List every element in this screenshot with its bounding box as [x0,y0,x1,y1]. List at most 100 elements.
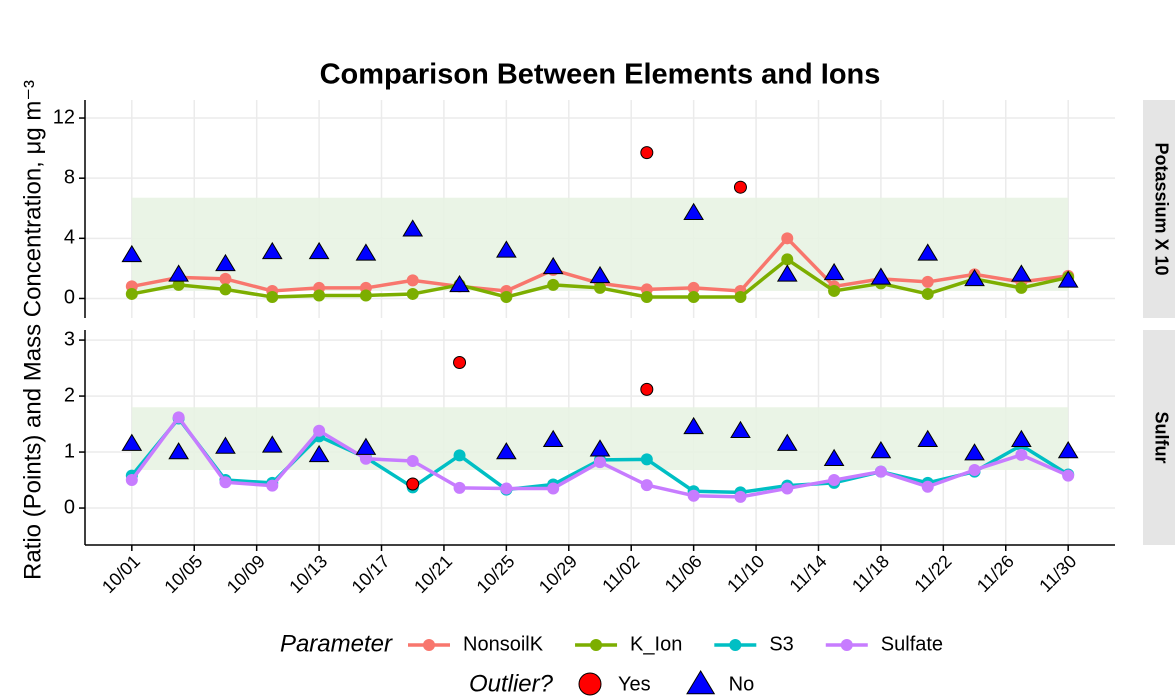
legend-point [578,672,602,696]
chart-title: Comparison Between Elements and Ions [320,59,881,91]
series-point [734,290,747,303]
y-tick-label: 8 [64,166,75,188]
series-point [406,274,419,287]
legend-title: Outlier? [469,670,554,697]
series-point [500,290,513,303]
y-tick-label: 0 [64,287,75,309]
ratio-point [776,264,798,282]
ratio-point [355,243,377,261]
series-point [219,283,232,296]
series-point [921,275,934,288]
series-point [500,482,513,495]
facet-label: Sulfur [1151,412,1171,464]
series-point [921,480,934,493]
ratio-point [589,439,611,457]
series-point [219,272,232,285]
series-point [453,481,466,494]
ratio-point [1057,270,1079,288]
y-tick-label: 1 [64,440,75,462]
series-point [547,482,560,495]
legend-label: S3 [769,633,793,655]
ratio-point [823,262,845,281]
ratio-point [121,244,143,263]
y-tick-label: 2 [64,384,75,406]
y-axis-title: Ratio (Points) and Mass Concentration, μ… [19,80,46,580]
facet-strip [1143,330,1175,545]
series-point [734,490,747,503]
series-point [219,476,232,489]
ratio-point [261,435,283,453]
ratio-point [683,202,704,221]
ratio-point [402,219,424,237]
ratio-point [917,243,939,261]
series-point [1062,469,1075,482]
ratio-point [449,274,470,293]
legend-label: NonsoilK [463,633,544,655]
legend-point [840,639,853,651]
series-point [125,287,138,300]
series-point [406,287,419,300]
legend-point [686,670,716,695]
series-point [406,455,419,468]
ratio-point [542,429,564,447]
series-point [828,284,841,297]
legend-label: Yes [618,673,651,695]
series-point [172,278,185,291]
series-point [172,411,185,424]
series-point [125,474,138,487]
ratio-point [261,241,283,260]
series-point [921,287,934,300]
series-point [594,456,606,469]
ratio-point [640,146,654,160]
y-tick-label: 0 [64,496,75,518]
ratio-point [168,264,189,282]
ratio-point [496,442,517,460]
legend-label: No [729,673,755,695]
series-point [687,290,700,303]
ratio-point [870,440,892,459]
facet-label: Potassium X 10 [1151,142,1171,275]
ratio-point [640,382,654,396]
ratio-point [823,448,845,467]
ratio-point [964,443,985,461]
y-tick-label: 3 [64,328,75,350]
series-point [1015,448,1028,461]
series-point [594,281,606,294]
ratio-point [733,180,747,194]
series-point [781,232,794,245]
ratio-point [215,253,236,272]
legend-title: Parameter [280,630,393,657]
legend-point [590,639,603,651]
legend-label: K_Ion [630,633,682,655]
series-point [1015,281,1028,294]
ratio-point [730,420,751,439]
series-point [359,452,372,465]
series-point [313,289,326,302]
legend-point [729,639,742,651]
ratio-point [542,256,564,275]
series-point [640,479,653,492]
ratio-point [917,429,939,447]
ratio-point [1011,429,1032,447]
series-point [359,289,372,302]
ratio-point [1011,264,1032,282]
ratio-point [870,267,892,285]
series-point [781,482,794,495]
series-point [266,479,279,492]
ratio-point [964,268,985,287]
series-point [687,281,700,294]
series-point [828,474,841,487]
ratio-point [496,240,517,258]
legend-point [423,639,435,651]
ratio-point [453,355,467,369]
series-point [547,278,560,291]
series-point [968,463,981,476]
ratio-point [1057,440,1079,459]
ratio-point [355,437,377,455]
series-point [453,449,466,462]
ratio-point [683,416,704,435]
ratio-point [215,436,236,454]
facet-strip [1143,100,1175,318]
